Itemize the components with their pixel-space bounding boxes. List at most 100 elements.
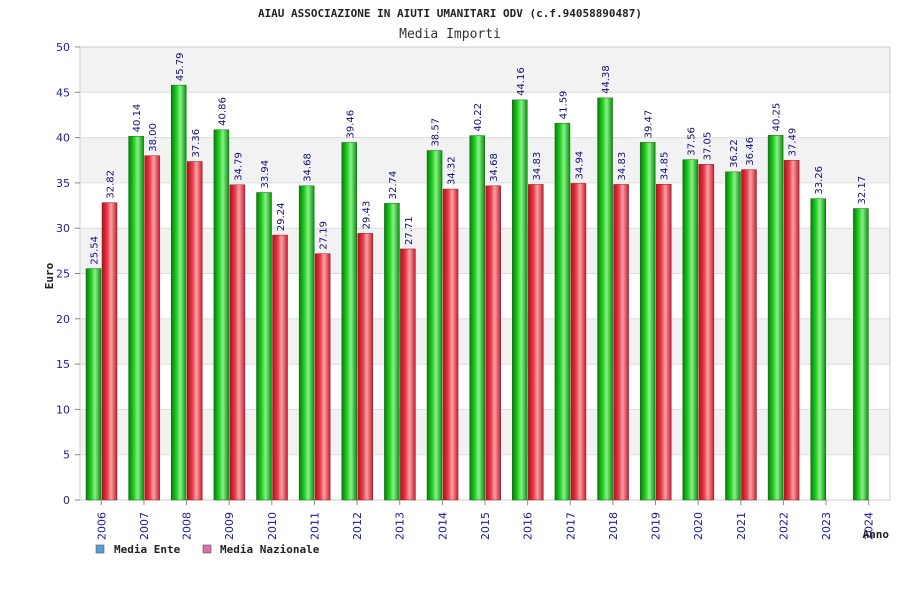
bar-media-ente-2012: [341, 142, 358, 501]
bar-media-nazionale-2017: [570, 183, 587, 501]
y-tick-label: 50: [56, 41, 70, 54]
value-label-media-nazionale-2013: 27.71: [404, 216, 415, 245]
bar-media-ente-2023: [810, 198, 826, 501]
value-label-media-ente-2011: 34.68: [303, 153, 314, 182]
value-label-media-nazionale-2014: 34.32: [447, 156, 458, 185]
bar-media-nazionale-2019: [655, 184, 672, 501]
value-label-media-nazionale-2011: 27.19: [319, 221, 330, 250]
bar-media-nazionale-2016: [528, 184, 544, 501]
value-label-media-ente-2013: 32.74: [388, 171, 399, 200]
bar-media-ente-2017: [554, 122, 571, 501]
bar-media-nazionale-2012: [357, 233, 374, 501]
bar-media-ente-2015: [469, 135, 485, 501]
value-label-media-nazionale-2009: 34.79: [233, 152, 244, 181]
bar-media-nazionale-2010: [272, 234, 288, 501]
grid-band: [80, 47, 890, 93]
value-label-media-ente-2024: 32.17: [857, 176, 868, 205]
value-label-media-nazionale-2018: 34.83: [617, 152, 628, 181]
value-label-media-nazionale-2008: 37.36: [191, 129, 202, 158]
chart-subtitle: Media Importi: [399, 27, 501, 42]
x-tick-label-2013: 2013: [394, 512, 407, 540]
bar-media-ente-2014: [426, 150, 443, 501]
value-label-media-ente-2015: 40.22: [473, 103, 484, 132]
value-label-media-ente-2020: 37.56: [686, 127, 697, 156]
x-tick-label-2009: 2009: [223, 512, 236, 540]
x-tick-label-2012: 2012: [351, 512, 364, 540]
bar-media-nazionale-2020: [698, 164, 715, 501]
y-tick-label: 15: [56, 358, 70, 371]
bar-media-nazionale-2015: [485, 185, 501, 501]
x-tick-label-2007: 2007: [138, 512, 151, 540]
chart-title: AIAU ASSOCIAZIONE IN AIUTI UMANITARI ODV…: [258, 7, 642, 20]
legend: Media Ente Media Nazionale: [95, 543, 320, 556]
x-tick-label-2016: 2016: [522, 512, 535, 540]
x-tick-label-2019: 2019: [650, 512, 663, 540]
y-tick-label: 35: [56, 177, 70, 190]
value-label-media-nazionale-2015: 34.68: [489, 153, 500, 182]
value-label-media-ente-2023: 33.26: [814, 166, 825, 195]
y-tick-label: 40: [56, 132, 70, 145]
bar-media-nazionale-2011: [314, 253, 331, 501]
x-tick-label-2014: 2014: [436, 512, 449, 540]
value-label-media-ente-2014: 38.57: [431, 118, 442, 147]
bar-media-ente-2011: [298, 185, 315, 501]
value-label-media-ente-2019: 39.47: [644, 110, 655, 139]
x-tick-label-2015: 2015: [479, 512, 492, 540]
value-label-media-nazionale-2017: 34.94: [574, 151, 585, 180]
value-label-media-ente-2016: 44.16: [516, 67, 527, 96]
y-tick-label: 0: [63, 494, 70, 507]
x-tick-label-2023: 2023: [820, 512, 833, 540]
bar-media-nazionale-2022: [783, 160, 800, 501]
value-label-media-ente-2010: 33.94: [260, 160, 271, 189]
y-tick-label: 5: [63, 449, 70, 462]
bar-media-nazionale-2008: [187, 161, 203, 501]
x-tick-label-2022: 2022: [777, 512, 790, 540]
x-tick-label-2024: 2024: [863, 512, 876, 540]
value-label-media-nazionale-2010: 29.24: [276, 202, 287, 231]
value-label-media-nazionale-2019: 34.85: [660, 152, 671, 181]
value-label-media-ente-2006: 25.54: [90, 236, 101, 265]
bar-media-nazionale-2018: [613, 184, 629, 501]
x-tick-label-2011: 2011: [308, 512, 321, 540]
x-tick-label-2018: 2018: [607, 512, 620, 540]
value-label-media-nazionale-2012: 29.43: [361, 201, 372, 230]
bar-media-ente-2022: [767, 135, 784, 501]
legend-label-media-ente: Media Ente: [114, 543, 181, 556]
x-tick-label-2021: 2021: [735, 512, 748, 540]
x-tick-label-2008: 2008: [181, 512, 194, 540]
x-tick-label-2006: 2006: [95, 512, 108, 540]
bar-media-ente-2019: [639, 142, 656, 501]
legend-swatch-media-ente: [95, 544, 105, 554]
bar-media-ente-2024: [853, 208, 869, 501]
bar-media-ente-2020: [682, 159, 699, 501]
bar-media-nazionale-2013: [400, 248, 416, 501]
y-axis-label: Euro: [43, 262, 56, 289]
bar-media-ente-2021: [725, 171, 741, 501]
x-tick-label-2020: 2020: [692, 512, 705, 540]
bar-media-nazionale-2007: [144, 155, 160, 501]
value-label-media-nazionale-2020: 37.05: [702, 132, 713, 161]
value-label-media-ente-2017: 41.59: [558, 91, 569, 120]
bar-media-ente-2010: [256, 192, 272, 501]
value-label-media-ente-2022: 40.25: [772, 103, 783, 132]
bar-media-ente-2007: [128, 136, 144, 501]
bar-media-nazionale-2014: [442, 188, 459, 501]
value-label-media-nazionale-2016: 34.83: [532, 152, 543, 181]
x-axis-label: Anno: [863, 528, 890, 541]
value-label-media-ente-2012: 39.46: [345, 110, 356, 139]
legend-label-media-nazionale: Media Nazionale: [220, 543, 320, 556]
value-label-media-nazionale-2021: 36.46: [745, 137, 756, 166]
value-label-media-nazionale-2006: 32.82: [106, 170, 117, 199]
value-label-media-nazionale-2022: 37.49: [788, 128, 799, 157]
bar-media-ente-2009: [213, 129, 230, 501]
x-tick-label-2010: 2010: [266, 512, 279, 540]
y-tick-label: 20: [56, 313, 70, 326]
bar-media-ente-2008: [171, 84, 187, 501]
bar-media-ente-2013: [384, 203, 400, 501]
bar-media-ente-2018: [597, 97, 613, 501]
y-tick-label: 30: [56, 222, 70, 235]
legend-swatch-media-nazionale: [202, 544, 212, 554]
y-tick-label: 10: [56, 403, 70, 416]
